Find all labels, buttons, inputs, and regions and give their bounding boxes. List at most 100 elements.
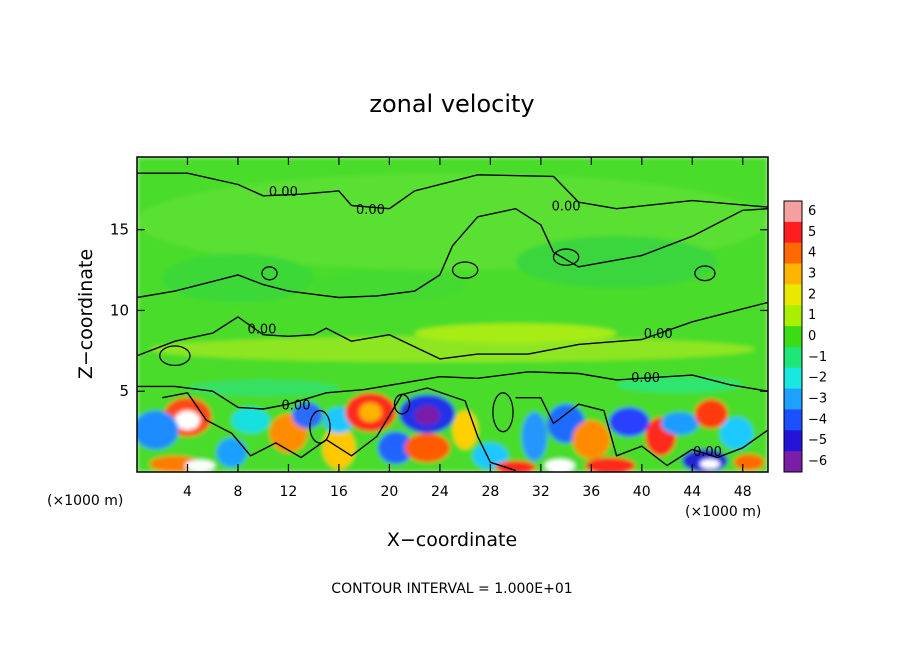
- y-tick-label: 15: [110, 221, 129, 239]
- field-blob: [608, 407, 650, 437]
- field-blob: [359, 402, 382, 422]
- x-axis-label: X−coordinate: [387, 529, 517, 551]
- field-blob: [544, 459, 575, 472]
- contour-label: 0.00: [282, 398, 311, 413]
- zero-contour-loop: [694, 265, 716, 282]
- field-blob: [585, 457, 636, 472]
- plot-frame: [136, 156, 769, 473]
- colorbar-swatch: [784, 451, 802, 473]
- zero-contour-loop: [159, 345, 191, 367]
- field-blob: [137, 410, 179, 450]
- heatmap-field: [137, 157, 768, 472]
- contour-labels: 0.00 0.00 0.00 0.00 0.00 0.00 0.00 0.00: [247, 185, 721, 460]
- field-blob: [495, 460, 536, 472]
- zero-contour-line: [137, 371, 768, 410]
- colorbar-frame: [783, 200, 803, 473]
- field-blob: [616, 376, 743, 393]
- zero-contour-line: [515, 397, 768, 467]
- field-blob: [414, 405, 440, 426]
- y-axis-label: Z−coordinate: [75, 249, 97, 379]
- colorbar-label: 6: [808, 204, 816, 219]
- x-tick-label: 48: [734, 484, 752, 500]
- colorbar-swatch: [784, 409, 802, 431]
- zero-contour-line: [137, 301, 768, 360]
- colorbar-swatch: [784, 388, 802, 410]
- x-tick-label: 40: [633, 484, 651, 500]
- colorbar-label: −6: [808, 454, 827, 469]
- colorbar-swatch: [784, 263, 802, 285]
- field-blob: [572, 420, 611, 460]
- zero-contour-loop: [451, 261, 479, 279]
- contour-label: 0.00: [552, 200, 581, 215]
- footer-contour-interval: CONTOUR INTERVAL = 1.000E+01: [331, 581, 572, 597]
- field-blob: [162, 253, 314, 303]
- x-tick-label: 44: [683, 484, 701, 500]
- colorbar-swatch: [784, 305, 802, 327]
- zero-contour-loop: [309, 409, 331, 444]
- field-blob: [184, 459, 216, 472]
- colorbar: 6 5 4 3 2 1 0 −1 −2 −3 −4 −5 −6: [783, 200, 827, 473]
- y-tick-label: 10: [110, 301, 129, 319]
- field-blob: [404, 433, 450, 463]
- colorbar-swatch: [784, 326, 802, 348]
- x-unit-left: (×1000 m): [47, 493, 123, 509]
- field-blob: [660, 412, 699, 435]
- contour-label: 0.00: [693, 445, 722, 460]
- field-blob: [231, 407, 270, 434]
- zero-contours: [137, 172, 768, 472]
- x-tick-label: 16: [330, 484, 348, 500]
- zero-contour-line: [137, 172, 768, 210]
- zero-contour-loop: [492, 392, 514, 433]
- field-blob: [720, 417, 753, 450]
- x-tick-label: 36: [582, 484, 600, 500]
- x-tick-label: 12: [280, 484, 298, 500]
- zero-contour-line: [162, 387, 516, 472]
- colorbar-swatch: [784, 201, 802, 223]
- y-tick-label: 5: [119, 382, 129, 400]
- field-blob: [472, 442, 509, 469]
- field-blob: [515, 236, 718, 288]
- x-tick-label: 28: [481, 484, 499, 500]
- field-blob: [292, 402, 323, 429]
- x-unit-right: (×1000 m): [685, 504, 761, 520]
- colorbar-label: 1: [808, 308, 816, 323]
- field-blob: [733, 454, 765, 471]
- colorbar-label: 0: [808, 329, 816, 344]
- colorbar-label: −3: [808, 392, 827, 407]
- field-blob: [699, 459, 721, 469]
- zero-contour-loop: [393, 393, 411, 415]
- contour-label: 0.00: [247, 322, 276, 337]
- colorbar-swatch: [784, 430, 802, 452]
- field-blob: [174, 410, 201, 430]
- x-tick-label: 24: [431, 484, 449, 500]
- colorbar-swatch: [784, 367, 802, 390]
- contour-label: 0.00: [631, 371, 660, 386]
- chart-title: zonal velocity: [369, 90, 534, 118]
- contour-label: 0.00: [356, 203, 385, 218]
- field-blob: [694, 399, 728, 429]
- y-axis: 5 10 15: [110, 221, 768, 400]
- field-blob: [216, 438, 247, 468]
- colorbar-swatch: [784, 346, 802, 369]
- colorbar-label: −4: [808, 412, 827, 427]
- x-axis: 4 8 12 16 20 24 28 32 36 40 44 48: [183, 157, 752, 500]
- x-tick-label: 32: [532, 484, 550, 500]
- zero-contour-loop: [552, 248, 580, 266]
- colorbar-label: −1: [808, 350, 827, 365]
- colorbar-swatch: [784, 242, 802, 265]
- field-blob: [452, 410, 478, 450]
- colorbar-label: 5: [808, 225, 816, 240]
- x-tick-label: 20: [380, 484, 398, 500]
- field-blob: [378, 431, 414, 464]
- x-tick-label: 4: [183, 484, 192, 500]
- colorbar-swatch: [784, 284, 802, 306]
- colorbar-label: 2: [808, 287, 816, 302]
- contour-label: 0.00: [644, 327, 673, 342]
- colorbar-label: −5: [808, 433, 827, 448]
- colorbar-label: −2: [808, 371, 827, 386]
- field-blob: [187, 379, 339, 397]
- contour-label: 0.00: [269, 185, 298, 200]
- zero-contour-loop: [261, 266, 278, 281]
- field-blob: [313, 270, 466, 303]
